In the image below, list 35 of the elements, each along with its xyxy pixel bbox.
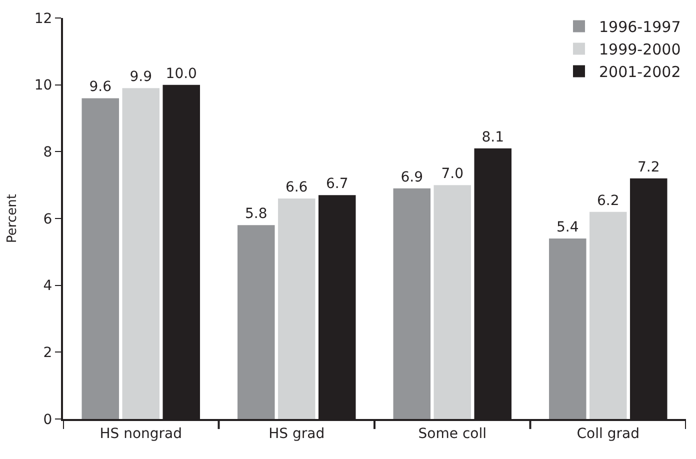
bar xyxy=(82,98,120,419)
data-label: 5.8 xyxy=(244,206,268,222)
bar xyxy=(549,238,586,419)
data-label: 8.1 xyxy=(482,129,504,146)
bar xyxy=(434,185,471,419)
x-tick-label: HS nongrad xyxy=(100,426,182,442)
y-tick-label: 2 xyxy=(43,345,52,362)
data-label: 7.2 xyxy=(637,159,660,176)
x-tick-label: Some coll xyxy=(418,426,486,442)
legend-label: 1996-1997 xyxy=(599,18,681,36)
data-label: 9.6 xyxy=(89,79,112,96)
data-label: 6.7 xyxy=(326,176,348,192)
y-tick-label: 8 xyxy=(43,144,52,161)
y-tick-label: 4 xyxy=(43,278,52,294)
bar xyxy=(122,88,160,419)
x-tick-label: Coll grad xyxy=(576,426,640,442)
data-label: 6.2 xyxy=(596,192,620,209)
data-label: 6.6 xyxy=(285,179,308,196)
bar xyxy=(278,198,316,419)
y-tick-label: 0 xyxy=(43,412,52,428)
data-label: 9.9 xyxy=(130,69,152,86)
y-tick-label: 12 xyxy=(34,10,52,27)
x-tick-label: HS grad xyxy=(268,426,325,442)
y-axis-title: Percent xyxy=(4,194,20,243)
data-label: 5.4 xyxy=(556,220,579,236)
bar xyxy=(238,225,275,419)
legend-label: 2001-2002 xyxy=(599,63,681,82)
y-tick-label: 10 xyxy=(34,78,52,94)
bar xyxy=(590,212,627,419)
bar xyxy=(393,188,431,419)
data-label: 7.0 xyxy=(441,166,464,182)
legend-label: 1999-2000 xyxy=(599,40,681,59)
data-label: 10.0 xyxy=(166,66,197,82)
data-label: 6.9 xyxy=(400,169,424,186)
y-tick-label: 6 xyxy=(43,211,52,228)
